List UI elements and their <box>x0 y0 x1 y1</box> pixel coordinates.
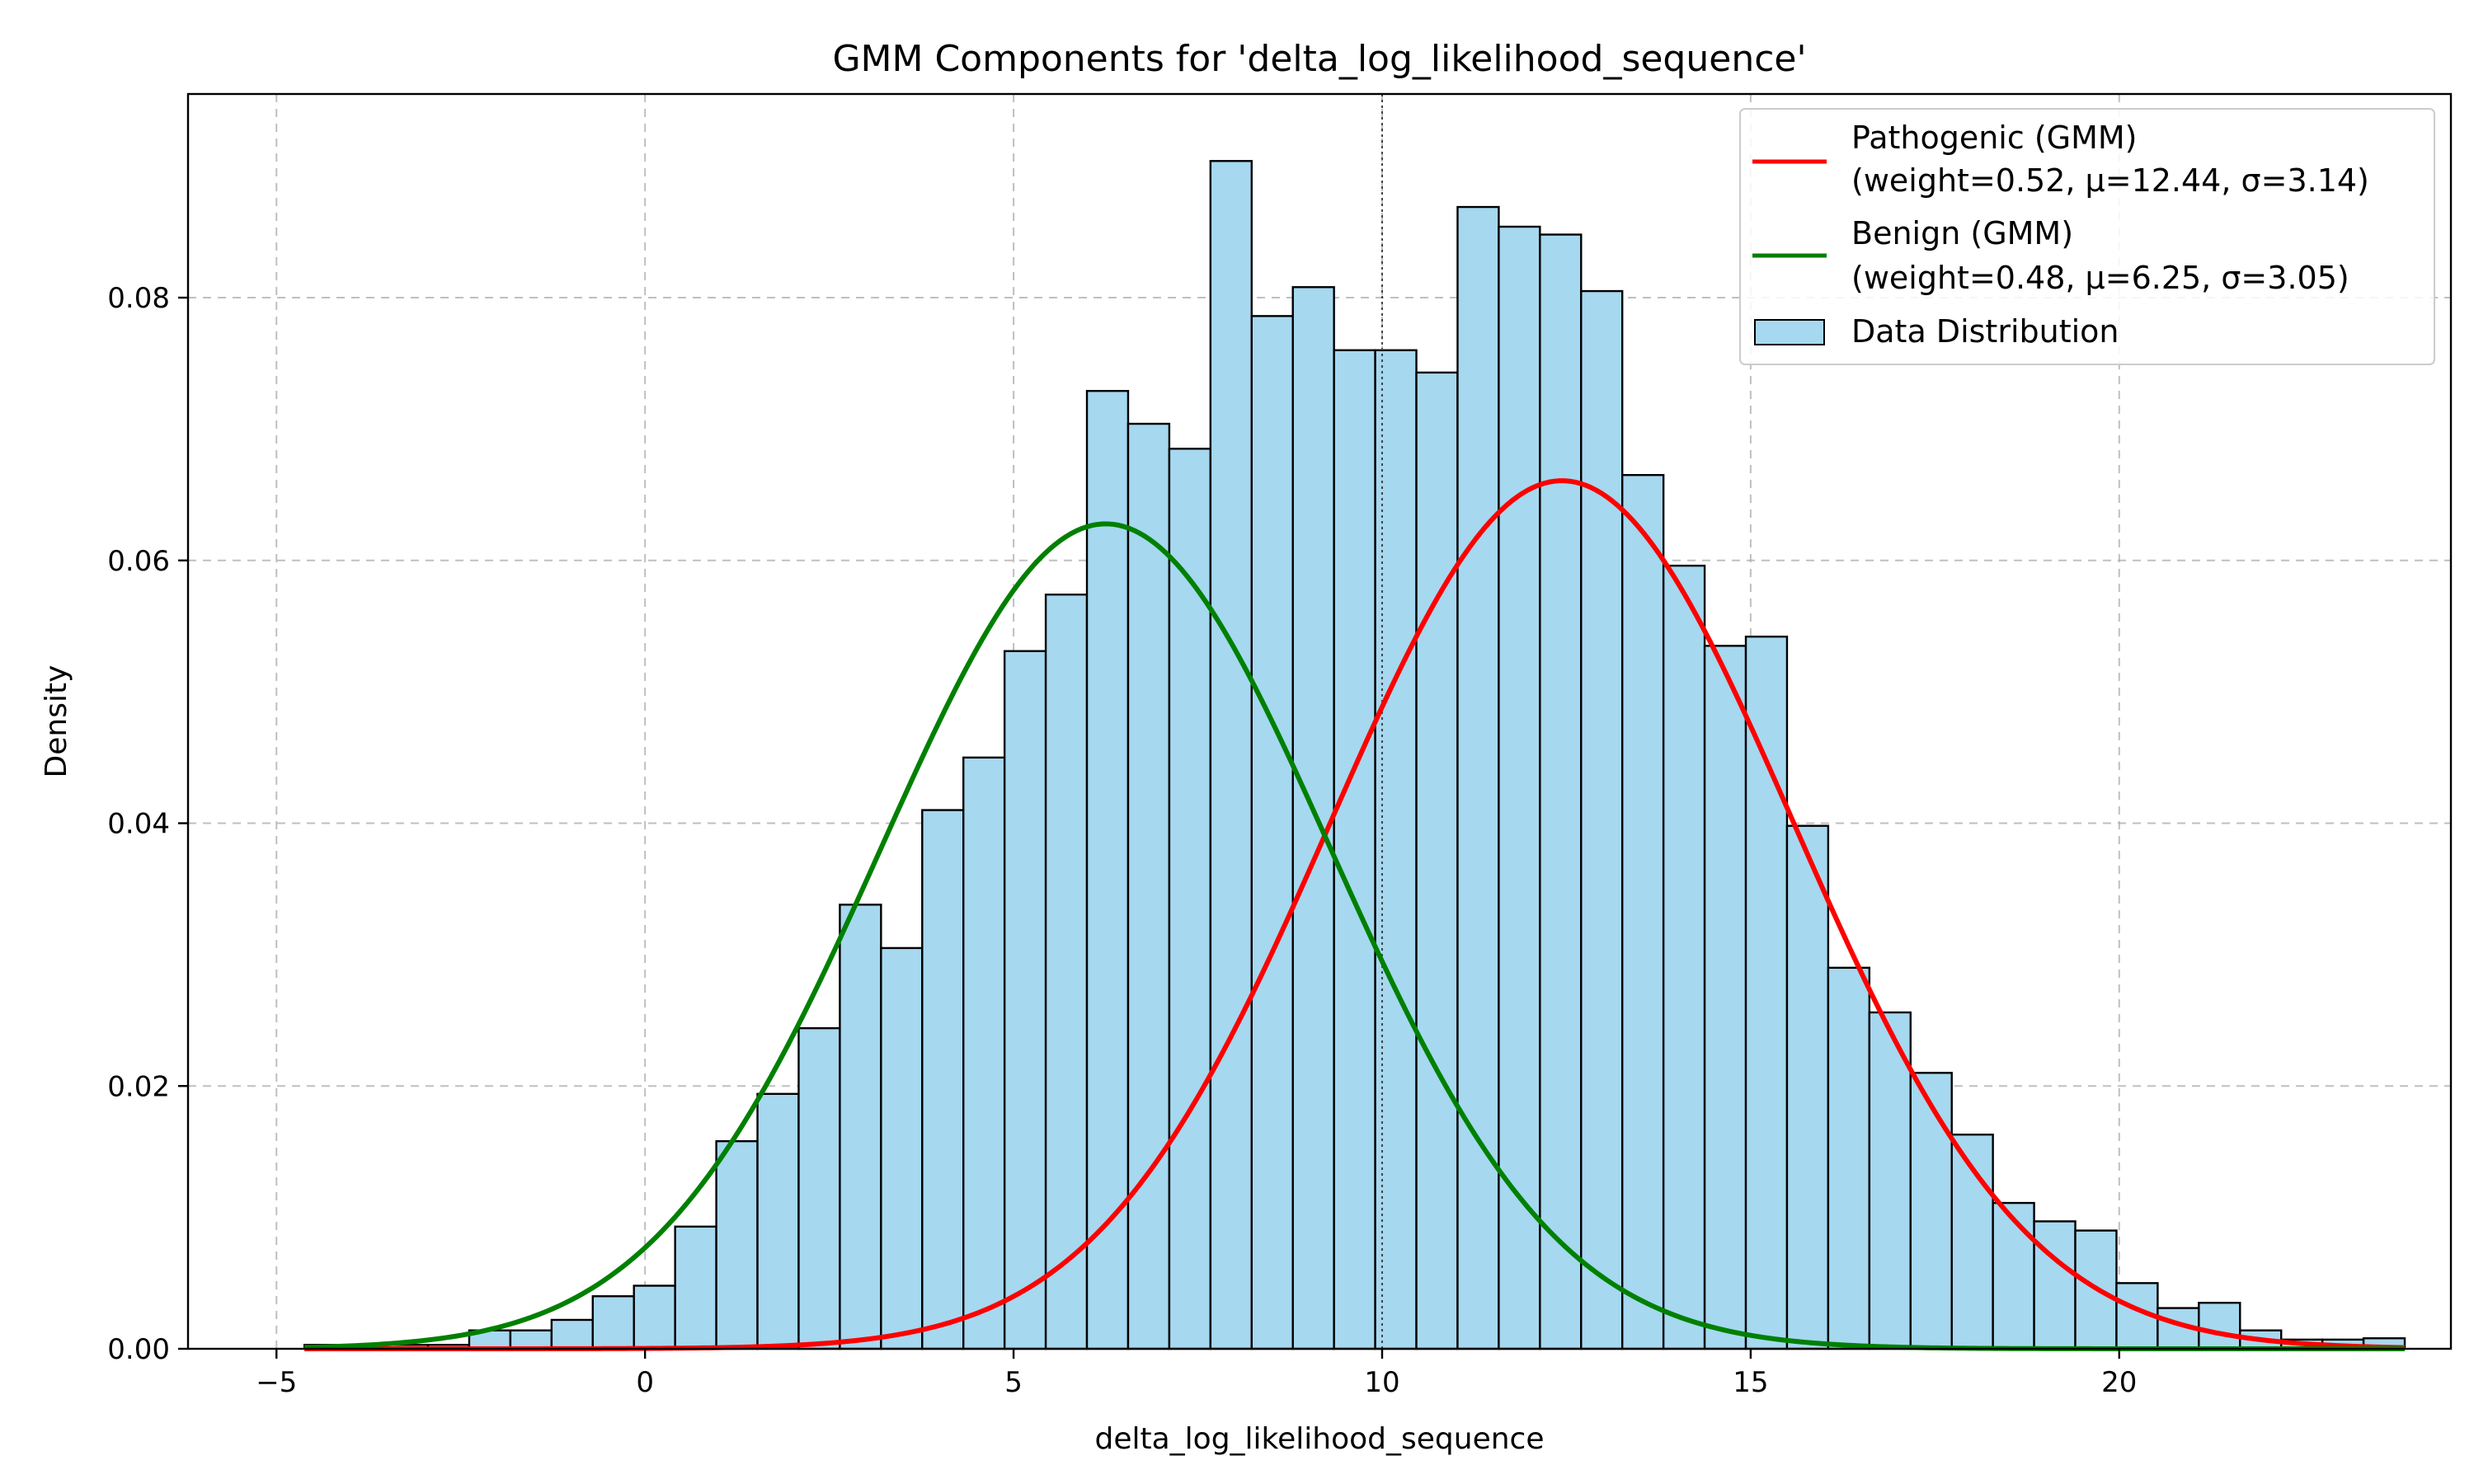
histogram-bar <box>1703 645 1747 1350</box>
histogram-bar <box>591 1295 635 1350</box>
histogram-bar <box>1003 650 1047 1350</box>
legend: Pathogenic (GMM) (weight=0.52, μ=12.44, … <box>1739 108 2435 365</box>
y-tick-label: 0.08 <box>107 282 170 315</box>
histogram-bar <box>509 1329 553 1350</box>
histogram-bar <box>1868 1011 1912 1350</box>
x-tick-label: −5 <box>256 1366 297 1399</box>
histogram-bar <box>1333 349 1376 1350</box>
x-tick-label: 0 <box>636 1366 654 1399</box>
y-tick-label: 0.00 <box>107 1333 170 1366</box>
histogram-bar <box>1580 289 1624 1350</box>
legend-label-pathogenic: Pathogenic (GMM) <box>1851 120 2138 156</box>
histogram-bar <box>1621 473 1665 1350</box>
legend-label-data-distribution: Data Distribution <box>1851 313 2119 350</box>
histogram-bar <box>2198 1302 2241 1350</box>
legend-detail-benign: (weight=0.48, μ=6.25, σ=3.05) <box>1851 260 2349 296</box>
histogram-bar <box>1785 824 1830 1350</box>
histogram-bar <box>1744 636 1789 1350</box>
y-tick-label: 0.04 <box>107 808 170 841</box>
y-axis-label: Density <box>40 665 73 778</box>
histogram-bar <box>921 809 965 1350</box>
x-tick-label: 5 <box>1004 1366 1023 1399</box>
histogram-bars <box>303 160 2406 1350</box>
histogram-bar <box>1085 389 1130 1350</box>
histogram-bar <box>1168 448 1212 1350</box>
histogram-bar <box>1909 1072 1953 1350</box>
legend-swatch-data-distribution <box>1754 319 1825 345</box>
y-tick-label: 0.06 <box>107 545 170 578</box>
histogram-bar <box>674 1225 717 1350</box>
histogram-bar <box>1415 371 1459 1350</box>
histogram-bar <box>1539 233 1583 1350</box>
x-axis-ticks: −5 0 5 10 15 20 <box>256 1349 2137 1399</box>
histogram-bar <box>880 946 924 1350</box>
histogram-bar <box>1456 205 1500 1350</box>
chart-title: GMM Components for 'delta_log_likelihood… <box>832 38 1806 80</box>
histogram-bar <box>1992 1201 2035 1350</box>
plot-frame <box>186 92 2453 1350</box>
y-tick-label: 0.02 <box>107 1070 170 1103</box>
histogram-bar <box>1044 594 1089 1350</box>
histogram-bar <box>1250 315 1294 1350</box>
x-axis-label: delta_log_likelihood_sequence <box>1095 1422 1545 1456</box>
histogram-bar <box>1662 564 1706 1350</box>
histogram-bar <box>1209 160 1253 1350</box>
legend-label-benign: Benign (GMM) <box>1851 215 2073 251</box>
histogram-bar <box>756 1092 800 1350</box>
histogram-bar <box>962 756 1006 1350</box>
histogram-bar <box>1126 422 1171 1350</box>
histogram-bar <box>797 1026 841 1350</box>
x-tick-label: 10 <box>1364 1366 1399 1399</box>
histogram-bar <box>633 1284 676 1350</box>
legend-detail-pathogenic: (weight=0.52, μ=12.44, σ=3.14) <box>1851 162 2369 199</box>
x-tick-label: 20 <box>2101 1366 2137 1399</box>
histogram-bar <box>715 1139 759 1350</box>
histogram-bar <box>839 904 882 1350</box>
histogram-bar <box>550 1318 594 1350</box>
histogram-bar <box>1498 225 1541 1350</box>
legend-box <box>1739 108 2435 365</box>
y-axis-ticks: 0.00 0.02 0.04 0.06 0.08 <box>107 282 188 1366</box>
histogram-bar <box>1827 966 1871 1350</box>
x-tick-label: 15 <box>1733 1366 1768 1399</box>
histogram-bar <box>2033 1220 2077 1350</box>
histogram-bar <box>1291 286 1335 1350</box>
